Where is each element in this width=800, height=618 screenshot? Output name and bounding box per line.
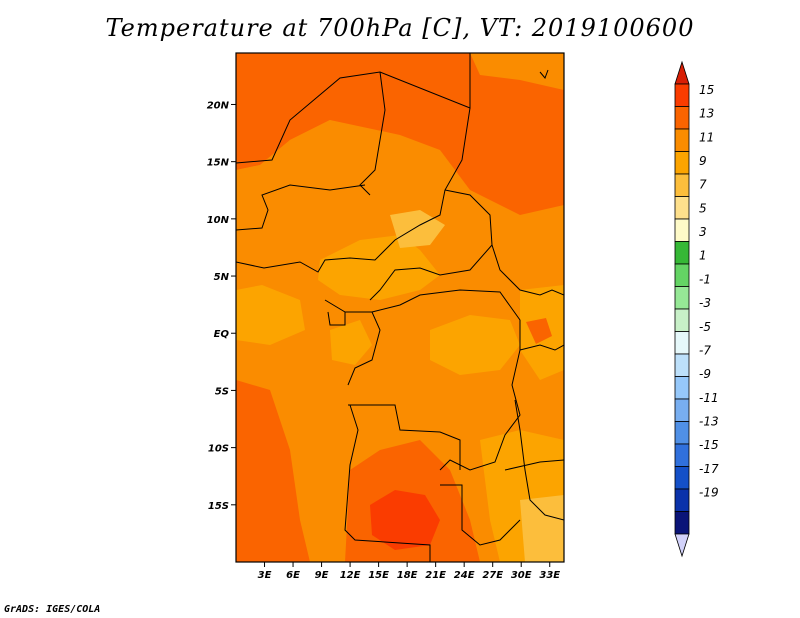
lon-tick-label: 9E [315, 570, 329, 581]
colorbar-swatch [674, 466, 690, 490]
lat-tick-label: 5N [214, 272, 230, 283]
lat-tick-label: EQ [214, 329, 230, 340]
colorbar-label: 13 [699, 107, 714, 121]
colorbar-swatch [674, 241, 690, 265]
colorbar-label: -15 [699, 438, 719, 452]
colorbar-label: 7 [699, 178, 707, 192]
lon-tick-label: 27E [482, 570, 503, 581]
lon-tick-label: 21E [425, 570, 446, 581]
lon-tick-label: 30E [511, 570, 532, 581]
colorbar-label: -3 [699, 296, 711, 310]
lon-tick-label: 3E [258, 570, 272, 581]
colorbar-swatch [674, 353, 690, 377]
colorbar-swatch [674, 128, 690, 152]
colorbar-swatch [674, 331, 690, 355]
colorbar-swatch [674, 488, 690, 512]
lon-tick-label: 6E [286, 570, 300, 581]
country-borders [236, 53, 564, 562]
colorbar-bottom-triangle [674, 533, 690, 558]
map-title: Temperature at 700hPa [C], VT: 201910060… [105, 14, 695, 42]
lon-tick-label: 33E [539, 570, 560, 581]
colorbar-swatch [674, 151, 690, 175]
lon-tick-label: 12E [340, 570, 361, 581]
colorbar-label: -17 [699, 462, 719, 476]
colorbar-swatch [674, 218, 690, 242]
colorbar-label: -7 [699, 343, 711, 357]
lat-tick-label: 20N [207, 100, 230, 111]
grads-credit: GrADS: IGES/COLA [4, 604, 101, 615]
latitude-axis: 20N 15N 10N 5N EQ 5S 10S 15S [207, 100, 236, 512]
longitude-axis: 3E 6E 9E 12E 15E 18E 21E 24E 27E 30E 33E [258, 562, 560, 581]
colorbar-swatch [674, 443, 690, 467]
colorbar-label: -13 [699, 415, 719, 429]
lat-tick-label: 10S [208, 444, 229, 455]
colorbar-swatch [674, 106, 690, 130]
lon-tick-label: 18E [397, 570, 418, 581]
lat-tick-label: 15N [207, 158, 230, 169]
map-frame [235, 52, 565, 563]
colorbar-label: 1 [699, 249, 707, 263]
colorbar-top-triangle [674, 60, 690, 85]
lon-tick-label: 24E [454, 570, 475, 581]
colorbar-label: -5 [699, 320, 711, 334]
colorbar-label: 15 [699, 83, 714, 97]
temperature-field [236, 53, 564, 562]
colorbar-label: 3 [699, 225, 707, 239]
colorbar-label: 11 [699, 130, 714, 144]
colorbar-swatch [674, 398, 690, 422]
colorbar-swatch [674, 196, 690, 220]
colorbar-label: -1 [699, 272, 711, 286]
lat-tick-label: 15S [208, 501, 229, 512]
colorbar-label: -11 [699, 391, 719, 405]
colorbar-swatch [674, 263, 690, 287]
colorbar-swatch [674, 286, 690, 310]
lon-tick-label: 15E [368, 570, 389, 581]
lat-tick-label: 10N [207, 215, 230, 226]
colorbar-label: -9 [699, 367, 711, 381]
colorbar-label: 5 [699, 201, 707, 215]
colorbar-swatch [674, 83, 690, 107]
colorbar-label: 9 [699, 154, 707, 168]
colorbar-swatch [674, 376, 690, 400]
colorbar: 15 13 11 9 7 5 3 1 -1 -3 -5 -7 -9 -11 -13 -15 -17 -19 [674, 60, 719, 558]
colorbar-swatch [674, 308, 690, 332]
colorbar-label: -19 [699, 486, 719, 500]
lat-tick-label: 5S [215, 386, 229, 397]
colorbar-swatch [674, 421, 690, 445]
colorbar-swatch [674, 511, 690, 535]
colorbar-swatch [674, 173, 690, 197]
